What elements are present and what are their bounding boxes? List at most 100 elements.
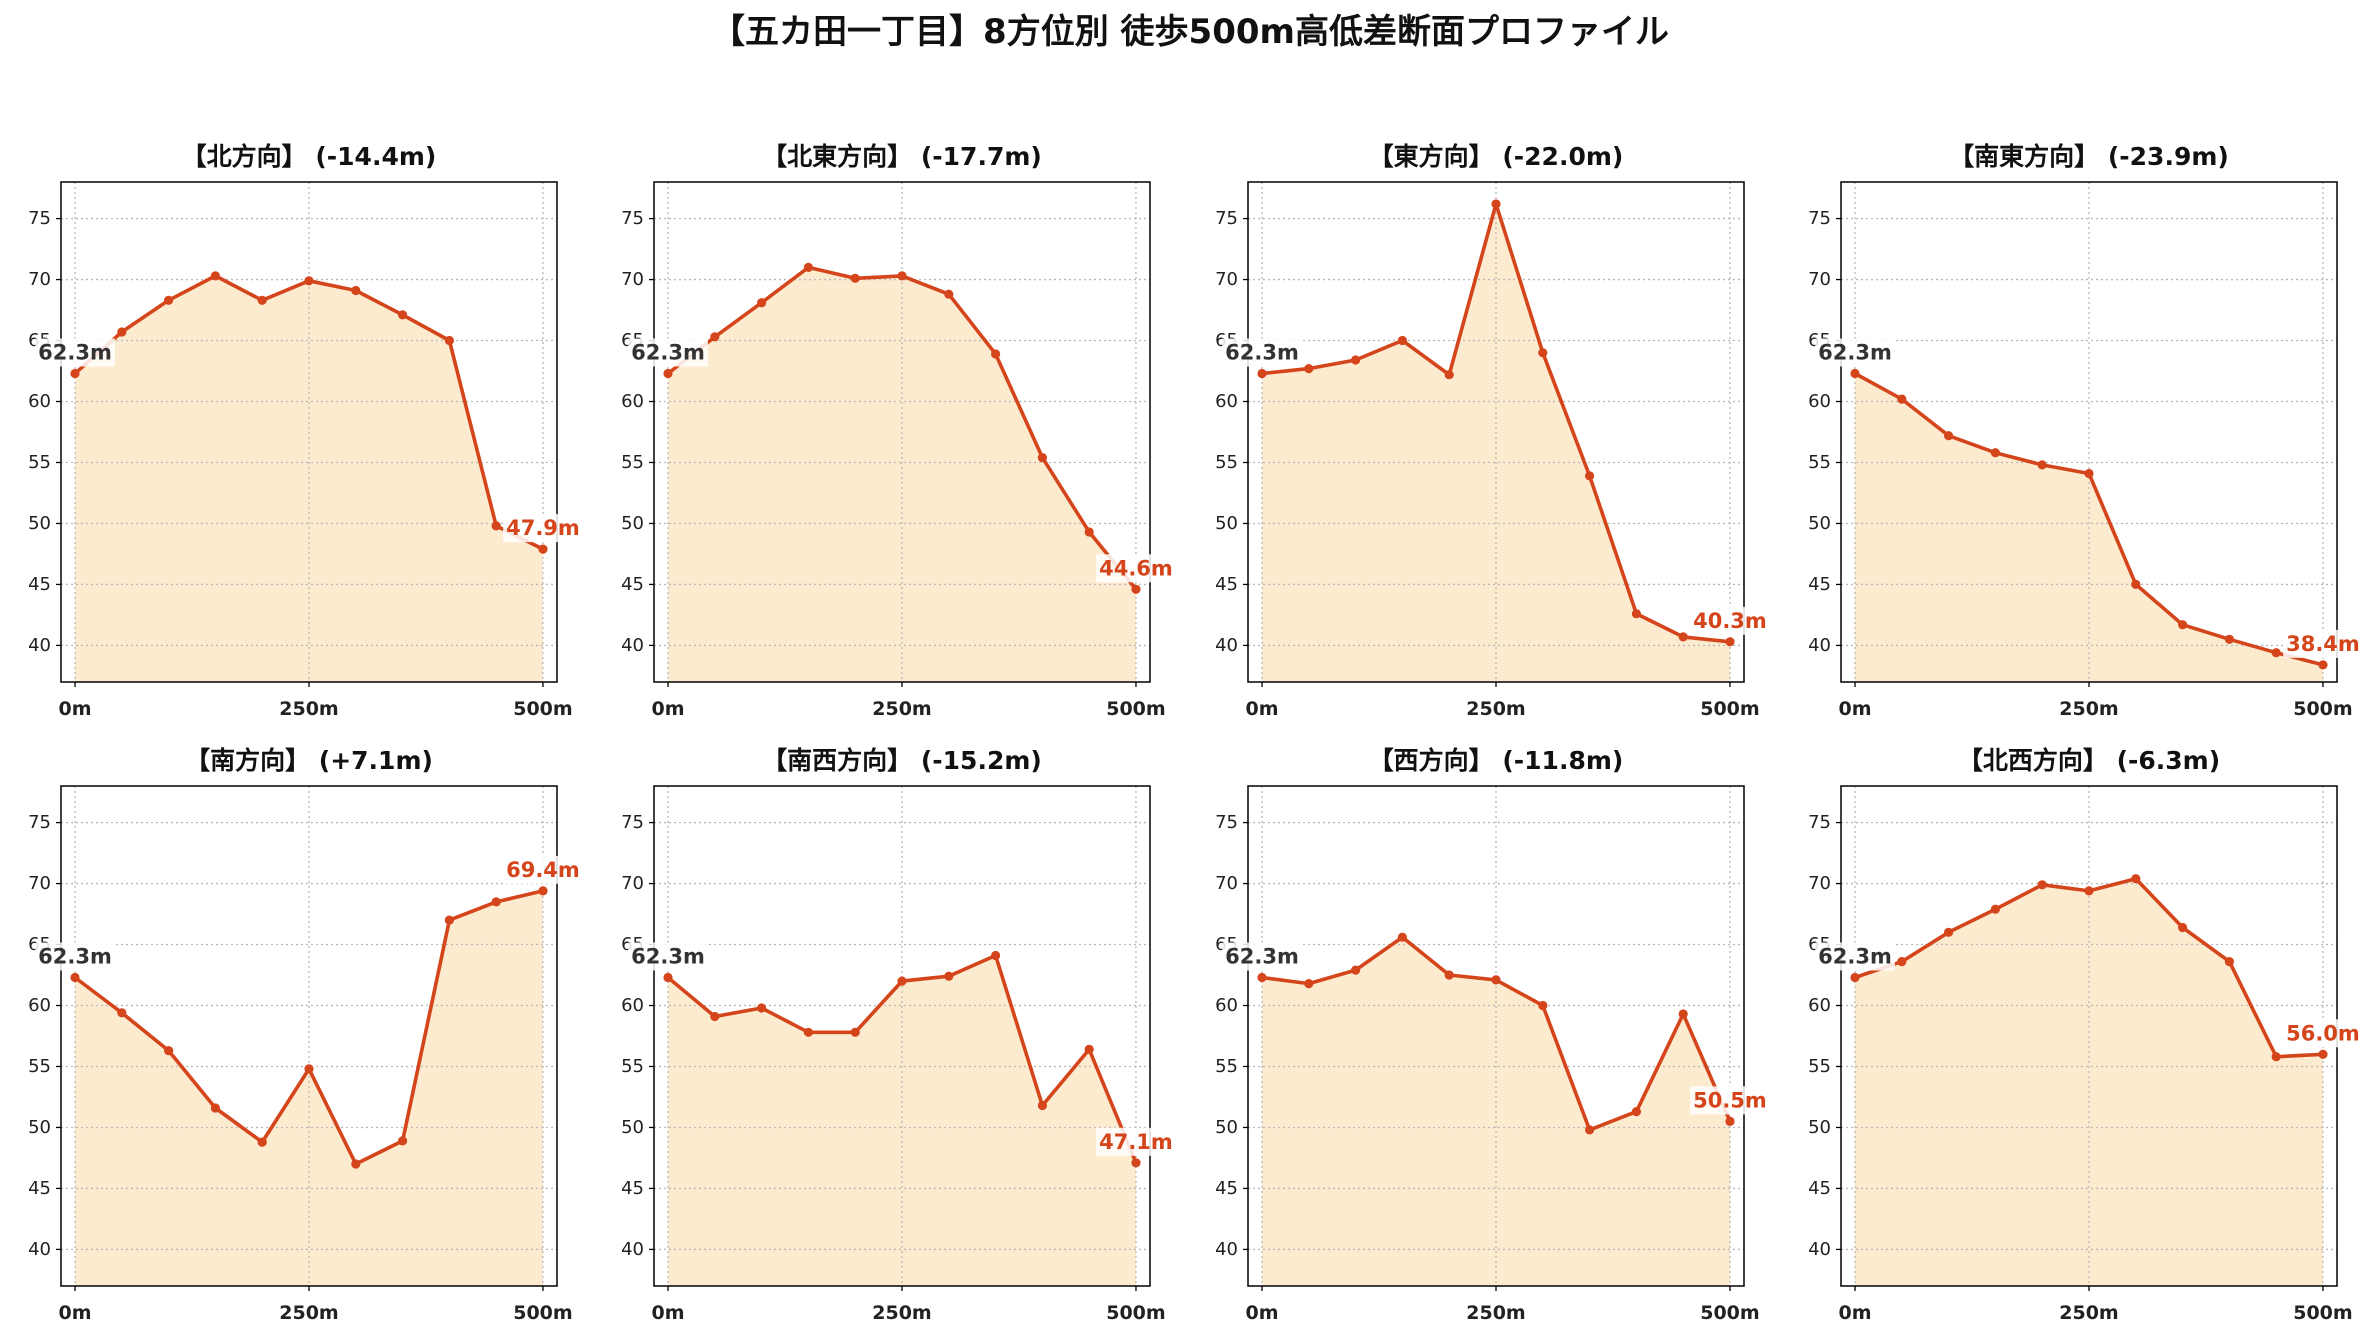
data-point	[663, 368, 673, 379]
end-elevation-label: 47.1m	[1099, 1130, 1173, 1154]
data-point	[803, 1027, 814, 1037]
data-point	[257, 1137, 267, 1147]
data-point	[944, 971, 954, 981]
end-label-box	[1096, 554, 1176, 583]
y-tick-label: 75	[1215, 812, 1238, 833]
subplot-east: 40455055606570750m250m500m【東方向】 (-22.0m)…	[1215, 142, 1770, 720]
y-tick-label: 55	[621, 452, 644, 473]
start-elevation-label: 62.3m	[1225, 340, 1299, 364]
y-tick-label: 45	[1808, 574, 1831, 595]
y-tick-label: 55	[28, 452, 51, 473]
data-point	[1257, 368, 1267, 379]
data-point	[1725, 637, 1735, 647]
data-point	[1084, 1044, 1094, 1054]
subplot-northwest: 40455055606570750m250m500m【北西方向】 (-6.3m)…	[1808, 746, 2363, 1324]
data-point	[304, 1064, 314, 1074]
data-point	[1131, 584, 1141, 594]
data-point	[1631, 1107, 1641, 1117]
start-label-box	[35, 942, 115, 971]
x-tick-label: 250m	[872, 698, 931, 720]
y-tick-label: 70	[621, 873, 644, 894]
x-tick-label: 250m	[1466, 698, 1525, 720]
data-point	[1585, 471, 1595, 481]
end-label-box	[503, 855, 583, 884]
x-tick-label: 500m	[513, 1302, 572, 1324]
end-label-box	[2283, 1019, 2363, 1048]
y-tick-label: 75	[28, 208, 51, 229]
start-elevation-label: 62.3m	[1818, 944, 1892, 968]
data-point	[538, 544, 548, 554]
data-point	[850, 273, 860, 283]
data-point	[1944, 927, 1954, 937]
x-tick-label: 500m	[1700, 698, 1759, 720]
x-tick-label: 500m	[513, 698, 572, 720]
data-point	[1351, 965, 1361, 975]
end-elevation-label: 50.5m	[1693, 1088, 1767, 1112]
data-point	[1397, 335, 1407, 346]
x-tick-label: 250m	[1466, 1302, 1525, 1324]
data-point	[491, 521, 501, 531]
data-point	[444, 915, 454, 925]
y-tick-label: 45	[28, 574, 51, 595]
data-point	[663, 972, 673, 983]
y-tick-label: 70	[1808, 269, 1831, 290]
data-point	[2271, 1052, 2281, 1062]
elevation-area	[75, 890, 543, 1286]
y-tick-label: 50	[1215, 1117, 1238, 1138]
y-tick-label: 50	[28, 1117, 51, 1138]
x-tick-label: 250m	[279, 1302, 338, 1324]
data-point	[398, 310, 408, 320]
end-label-box	[2283, 629, 2363, 658]
y-tick-label: 75	[28, 812, 51, 833]
start-label-box	[1222, 338, 1302, 367]
end-elevation-label: 38.4m	[2286, 632, 2360, 656]
y-tick-label: 40	[621, 1239, 644, 1260]
data-point	[398, 1136, 408, 1146]
data-point	[304, 276, 314, 286]
x-tick-label: 500m	[1700, 1302, 1759, 1324]
start-elevation-label: 62.3m	[631, 340, 705, 364]
data-point	[70, 368, 80, 379]
x-tick-label: 250m	[2059, 698, 2118, 720]
y-tick-label: 45	[28, 1178, 51, 1199]
data-point	[117, 1008, 127, 1018]
data-point	[897, 976, 907, 986]
data-point	[491, 897, 501, 907]
data-point	[1538, 348, 1548, 358]
data-point	[1631, 609, 1641, 619]
y-tick-label: 60	[1215, 391, 1238, 412]
y-tick-label: 40	[1215, 1239, 1238, 1260]
end-label-box	[1690, 606, 1770, 635]
elevation-area	[668, 267, 1136, 682]
data-point	[210, 1103, 220, 1113]
start-label-box	[628, 338, 708, 367]
figure-title: 【五カ田一丁目】8方位別 徒歩500m高低差断面プロファイル	[711, 12, 1669, 52]
y-tick-label: 75	[621, 208, 644, 229]
y-tick-label: 45	[1215, 1178, 1238, 1199]
subplot-southwest: 40455055606570750m250m500m【南西方向】 (-15.2m…	[621, 746, 1176, 1324]
y-tick-label: 45	[621, 1178, 644, 1199]
start-label-box	[1815, 338, 1895, 367]
data-point	[1897, 394, 1907, 404]
x-tick-label: 0m	[59, 698, 92, 720]
y-tick-label: 40	[28, 1239, 51, 1260]
y-tick-label: 60	[1808, 995, 1831, 1016]
subplot-title: 【東方向】 (-22.0m)	[1369, 142, 1624, 171]
data-point	[1131, 1158, 1141, 1168]
x-tick-label: 0m	[652, 698, 685, 720]
data-point	[2224, 634, 2234, 644]
data-point	[803, 262, 814, 272]
end-label-box	[1096, 1127, 1176, 1156]
data-point	[351, 285, 361, 296]
data-point	[1850, 972, 1860, 983]
data-point	[1397, 932, 1407, 942]
y-tick-label: 75	[1808, 812, 1831, 833]
elevation-area	[668, 955, 1136, 1286]
y-tick-label: 45	[1215, 574, 1238, 595]
x-tick-label: 0m	[1839, 698, 1872, 720]
x-tick-label: 500m	[2293, 698, 2352, 720]
data-point	[1725, 1116, 1735, 1126]
data-point	[2318, 660, 2328, 670]
subplot-title: 【西方向】 (-11.8m)	[1369, 746, 1624, 775]
y-tick-label: 60	[1215, 995, 1238, 1016]
